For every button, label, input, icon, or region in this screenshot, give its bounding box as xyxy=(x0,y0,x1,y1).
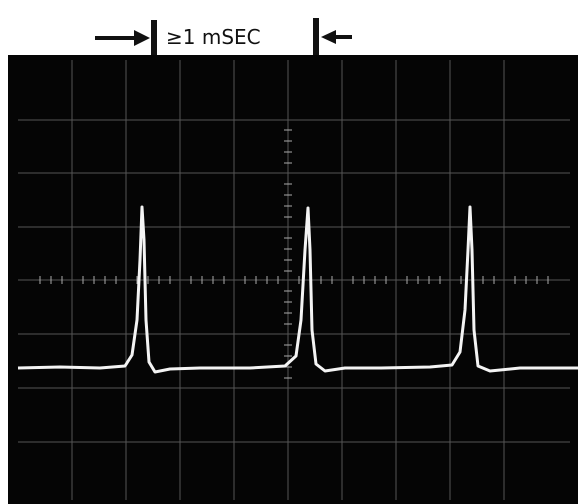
center-ticks xyxy=(39,129,549,379)
graticule xyxy=(18,60,570,500)
trace xyxy=(17,205,578,374)
annotation: ≥1 mSEC xyxy=(166,25,261,49)
time-marker xyxy=(95,18,352,66)
